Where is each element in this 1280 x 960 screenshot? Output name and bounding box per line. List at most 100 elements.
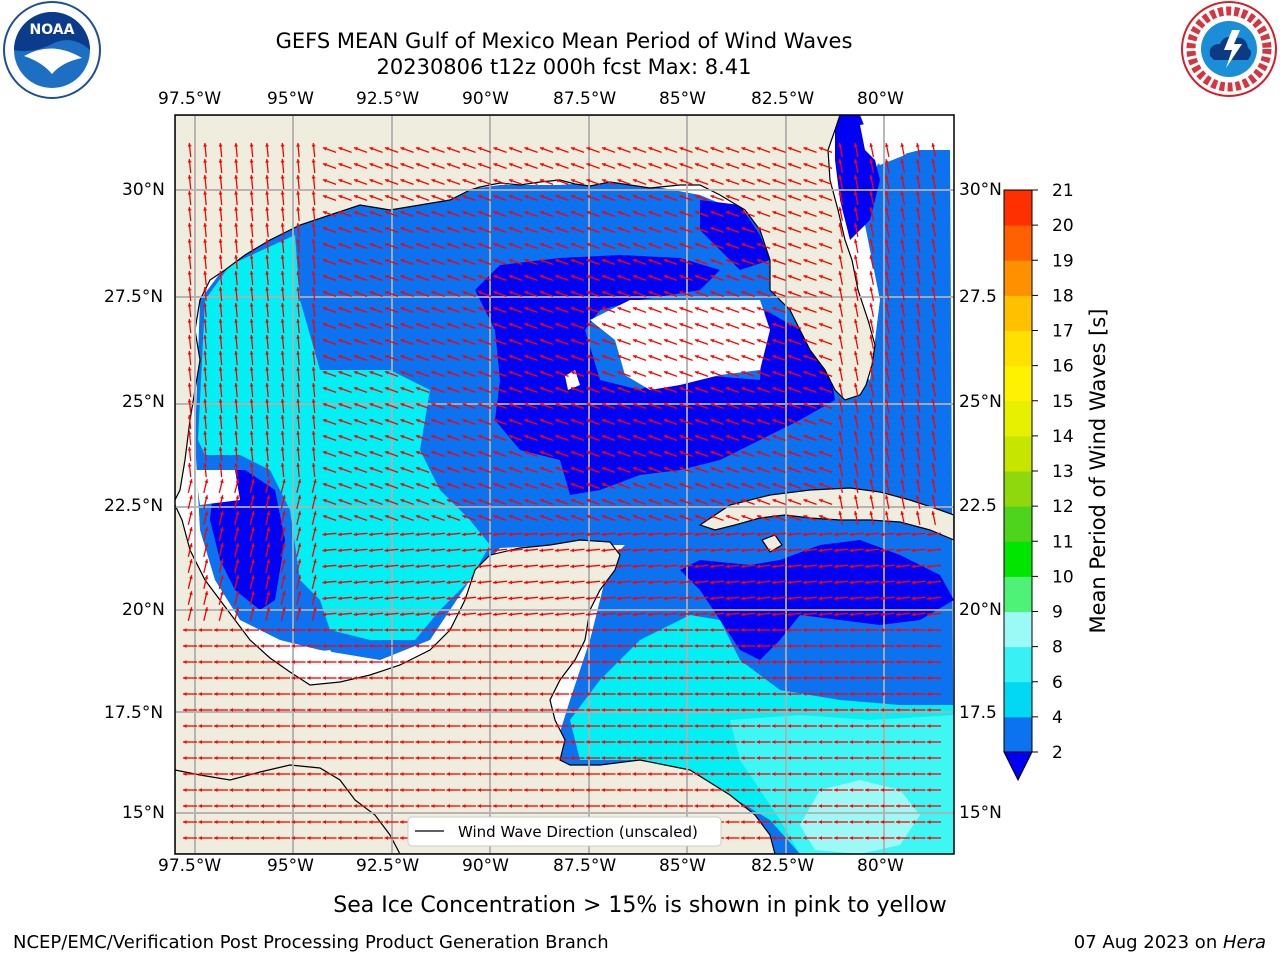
wave-arrow-head xyxy=(249,335,254,339)
wave-arrow-head xyxy=(838,335,843,339)
wave-arrow-head xyxy=(849,612,854,617)
wave-arrow-head xyxy=(415,804,419,808)
wave-arrow-head xyxy=(462,483,467,487)
wave-arrow-head xyxy=(663,756,667,760)
wave-arrow-head xyxy=(266,527,271,532)
wave-arrow-head xyxy=(838,207,843,211)
wave-arrow-head xyxy=(322,756,326,760)
wave-arrow-head xyxy=(322,532,327,537)
wave-arrow-head xyxy=(663,612,668,617)
wave-arrow-head xyxy=(338,387,343,391)
wave-arrow-head xyxy=(508,548,513,553)
lon-label-top: 87.5°W xyxy=(553,89,617,109)
wave-arrow-head xyxy=(539,483,544,487)
wave-arrow-head xyxy=(803,804,807,808)
wave-arrow-head xyxy=(276,820,280,824)
wave-arrow-head xyxy=(187,255,192,259)
wave-arrow-head xyxy=(493,467,498,471)
wave-arrow-head xyxy=(725,692,729,696)
wave-arrow-head xyxy=(803,596,807,601)
wave-arrow-head xyxy=(322,708,326,712)
wave-arrow-head xyxy=(311,351,316,355)
wave-arrow-head xyxy=(400,387,405,391)
wave-arrow-head xyxy=(415,371,420,375)
wave-arrow-head xyxy=(931,287,936,291)
wave-arrow-head xyxy=(307,836,311,840)
wave-arrow-head xyxy=(741,740,745,744)
wave-arrow-head xyxy=(353,195,358,199)
wave-arrow-head xyxy=(493,596,497,601)
wave-arrow-head xyxy=(601,227,606,231)
wave-arrow-head xyxy=(198,756,202,760)
wave-arrow-head xyxy=(555,339,560,343)
wave-arrow-head xyxy=(400,515,405,519)
wave-arrow-head xyxy=(853,239,858,243)
wave-arrow-head xyxy=(772,660,776,664)
wave-arrow-head xyxy=(265,463,270,467)
wave-arrow-head xyxy=(710,676,714,680)
wave-arrow-head xyxy=(276,628,280,632)
wave-arrow-head xyxy=(853,383,858,387)
wave-arrow-head xyxy=(462,596,466,601)
wave-arrow-head xyxy=(446,387,451,391)
wave-arrow-head xyxy=(756,515,761,519)
wave-arrow-head xyxy=(311,175,316,179)
wave-arrow-head xyxy=(679,499,684,503)
wave-arrow-head xyxy=(353,323,358,327)
wave-arrow-head xyxy=(710,179,715,183)
wave-arrow-head xyxy=(570,564,575,569)
wave-arrow-head xyxy=(508,387,513,391)
wave-arrow-head xyxy=(617,179,622,183)
wave-arrow-head xyxy=(477,275,482,279)
wave-arrow-head xyxy=(756,676,760,680)
wave-arrow-head xyxy=(220,527,224,532)
wave-arrow-head xyxy=(524,467,529,471)
wave-arrow-head xyxy=(338,323,343,327)
wave-arrow-head xyxy=(266,575,271,580)
wave-arrow-head xyxy=(462,580,466,585)
wave-arrow-head xyxy=(648,339,653,343)
wave-arrow-head xyxy=(803,676,807,680)
wave-arrow-head xyxy=(203,191,208,195)
wave-arrow-head xyxy=(601,147,606,151)
wave-arrow-head xyxy=(818,323,823,327)
wave-arrow-head xyxy=(249,399,254,403)
wave-arrow-head xyxy=(601,772,605,776)
wave-arrow-head xyxy=(539,435,544,439)
wave-arrow-head xyxy=(884,479,889,483)
wave-arrow-head xyxy=(853,431,858,435)
wave-arrow-head xyxy=(838,143,843,147)
wave-arrow-head xyxy=(601,291,606,295)
wave-arrow-head xyxy=(884,431,889,435)
wave-arrow-head xyxy=(524,243,529,247)
colorbar-extend xyxy=(1003,751,1033,782)
wave-arrow-head xyxy=(400,499,405,503)
wave-arrow-head xyxy=(756,259,761,263)
lon-label-bottom: 92.5°W xyxy=(356,856,420,876)
wave-arrow-head xyxy=(772,371,777,375)
wave-arrow-head xyxy=(818,644,822,648)
wave-arrow-head xyxy=(679,163,684,167)
wave-arrow-head xyxy=(900,367,905,371)
wave-arrow-head xyxy=(508,195,513,199)
wave-arrow-head xyxy=(694,355,699,359)
wave-arrow-head xyxy=(849,580,854,585)
wave-arrow-head xyxy=(601,323,606,327)
wave-arrow-head xyxy=(400,483,405,487)
wave-arrow-head xyxy=(787,596,792,601)
footer-date: 07 Aug 2023 on Hera xyxy=(1074,932,1266,953)
wave-arrow-head xyxy=(884,463,889,467)
wave-arrow-head xyxy=(187,143,192,147)
wave-arrow-head xyxy=(218,431,223,435)
wave-arrow-head xyxy=(586,147,591,151)
colorbar-tick-label: 6 xyxy=(1052,673,1063,693)
wave-arrow-head xyxy=(617,515,622,519)
wave-arrow-head xyxy=(431,644,435,648)
wave-arrow-head xyxy=(617,596,621,601)
wave-arrow-head xyxy=(462,163,467,167)
wave-arrow-head xyxy=(570,435,575,439)
wave-arrow-head xyxy=(803,820,807,824)
wave-arrow-head xyxy=(539,532,544,537)
wave-arrow-head xyxy=(234,351,239,355)
wave-arrow-head xyxy=(632,532,637,537)
